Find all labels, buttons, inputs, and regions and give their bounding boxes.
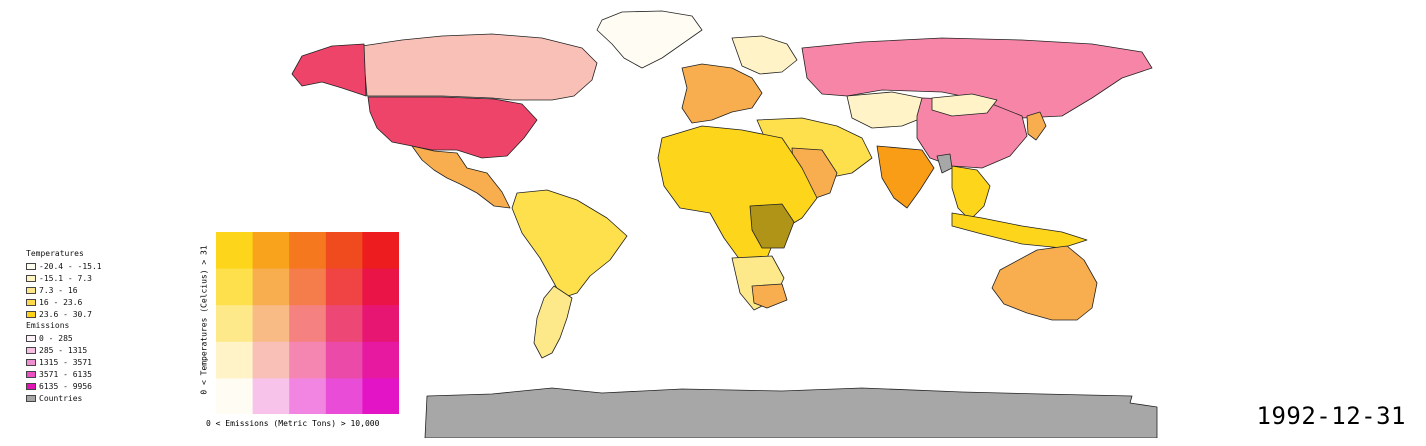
emission-swatch — [26, 334, 36, 342]
temperature-legend-item: 7.3 - 16 — [26, 284, 102, 296]
matrix-cell — [216, 305, 254, 343]
matrix-x-axis-label: 0 < Emissions (Metric Tons) > 10,000 — [206, 419, 380, 428]
country-india — [876, 145, 935, 209]
country-australia — [991, 245, 1098, 321]
country-kazakhstan — [846, 91, 928, 129]
matrix-cell — [289, 232, 327, 270]
emission-legend-item: 0 - 285 — [26, 332, 102, 344]
bivariate-color-matrix: 0 < Temperatures (Celcius) > 31 0 < Emis… — [196, 230, 418, 438]
country-europe-north — [731, 35, 798, 75]
country-china — [916, 97, 1028, 169]
country-south-america-south — [533, 285, 573, 359]
country-south-africa — [751, 283, 788, 309]
matrix-cell — [325, 378, 363, 414]
emission-legend-label: 3571 - 6135 — [39, 369, 92, 379]
matrix-cell — [252, 378, 290, 414]
temperature-legend-label: -15.1 - 7.3 — [39, 273, 92, 283]
country-alaska — [291, 43, 367, 97]
matrix-cell — [216, 268, 254, 306]
matrix-cell — [252, 232, 290, 270]
emissions-legend-items: 0 - 285 285 - 1315 1315 - 3571 3571 - 6135 6… — [26, 332, 102, 392]
temperature-legend-label: 7.3 - 16 — [39, 285, 78, 295]
temperature-legend-item: -20.4 - -15.1 — [26, 260, 102, 272]
emission-swatch — [26, 346, 36, 354]
emission-swatch — [26, 370, 36, 378]
country-japan — [1026, 111, 1047, 141]
matrix-cell — [362, 341, 399, 379]
country-mongolia — [931, 93, 998, 117]
countries-swatch — [26, 394, 36, 402]
country-russia — [801, 37, 1153, 119]
world-map — [291, 10, 1158, 438]
temperature-legend-item: 23.6 - 30.7 — [26, 308, 102, 320]
matrix-cell — [325, 268, 363, 306]
matrix-cell — [216, 378, 254, 414]
temperature-legend-label: -20.4 - -15.1 — [39, 261, 102, 271]
matrix-grid — [216, 232, 399, 414]
temperature-legend-label: 23.6 - 30.7 — [39, 309, 92, 319]
matrix-cell — [252, 305, 290, 343]
temperature-swatch — [26, 286, 36, 294]
temperature-swatch — [26, 262, 36, 270]
emission-swatch — [26, 382, 36, 390]
country-indonesia — [951, 212, 1088, 249]
temperature-legend-label: 16 - 23.6 — [39, 297, 83, 307]
matrix-cell — [325, 305, 363, 343]
country-drc — [749, 203, 795, 249]
temperatures-legend-title: Temperatures — [26, 249, 84, 258]
matrix-cell — [362, 305, 399, 343]
matrix-cell — [289, 268, 327, 306]
map-legend: Temperatures -20.4 - -15.1 -15.1 - 7.3 7.3… — [26, 248, 102, 404]
emission-legend-label: 6135 - 9956 — [39, 381, 92, 391]
country-europe-west — [681, 63, 763, 124]
matrix-cell — [362, 268, 399, 306]
country-greenland — [596, 10, 703, 69]
temperature-swatch — [26, 274, 36, 282]
country-shapes — [291, 10, 1158, 438]
emission-legend-label: 1315 - 3571 — [39, 357, 92, 367]
matrix-cell — [216, 341, 254, 379]
matrix-cell — [362, 232, 399, 270]
countries-legend-label: Countries — [39, 393, 83, 403]
emission-legend-item: 6135 - 9956 — [26, 380, 102, 392]
emission-legend-item: 1315 - 3571 — [26, 356, 102, 368]
country-canada — [361, 33, 598, 101]
matrix-cell — [216, 232, 254, 270]
emissions-legend-title: Emissions — [26, 321, 70, 330]
country-southeast-asia — [951, 165, 991, 221]
country-south-america — [511, 189, 628, 299]
matrix-cell — [325, 232, 363, 270]
temperatures-legend-items: -20.4 - -15.1 -15.1 - 7.3 7.3 - 16 16 - 23.… — [26, 260, 102, 320]
country-antarctica — [424, 387, 1158, 438]
date-label: 1992-12-31 — [1256, 402, 1406, 430]
country-usa — [367, 96, 538, 159]
matrix-cell — [362, 378, 399, 414]
matrix-cell — [252, 268, 290, 306]
matrix-y-axis-label: 0 < Temperatures (Celcius) > 31 — [199, 245, 209, 395]
emission-legend-item: 3571 - 6135 — [26, 368, 102, 380]
temperature-legend-item: 16 - 23.6 — [26, 296, 102, 308]
matrix-cell — [252, 341, 290, 379]
temperature-legend-item: -15.1 - 7.3 — [26, 272, 102, 284]
emission-swatch — [26, 358, 36, 366]
matrix-cell — [289, 341, 327, 379]
matrix-cell — [325, 341, 363, 379]
temperature-swatch — [26, 310, 36, 318]
matrix-cell — [289, 378, 327, 414]
country-mexico-central — [411, 145, 511, 209]
emission-legend-label: 0 - 285 — [39, 333, 73, 343]
emission-legend-label: 285 - 1315 — [39, 345, 88, 355]
country-grey-country — [936, 153, 953, 174]
legend-item-countries: Countries — [26, 392, 102, 404]
emission-legend-item: 285 - 1315 — [26, 344, 102, 356]
matrix-cell — [289, 305, 327, 343]
temperature-swatch — [26, 298, 36, 306]
